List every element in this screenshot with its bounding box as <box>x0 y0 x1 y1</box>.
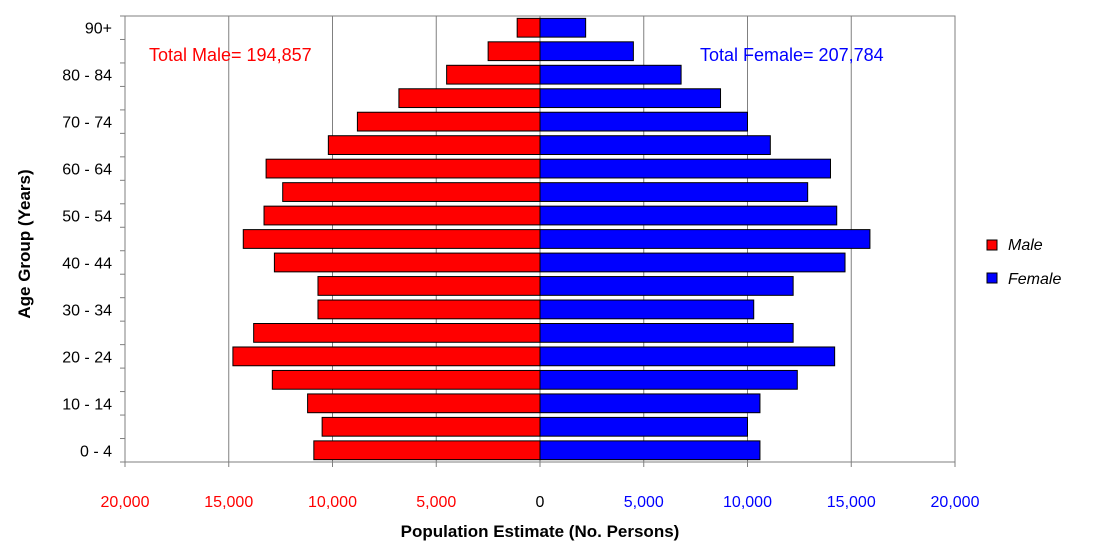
bar-male-15-19 <box>271 369 541 390</box>
bar-male-5-9 <box>321 416 541 437</box>
bar-female-25-29 <box>539 323 794 343</box>
bar-male-25-29 <box>253 323 541 343</box>
x-axis-ticks: 20,000 15,000 10,000 5,000 0 5,000 10,000 15,00… <box>101 462 980 511</box>
bar-female-65-69 <box>539 135 771 155</box>
legend-female-swatch <box>986 272 998 284</box>
bar-male-20-24 <box>232 346 541 367</box>
bar-female-45-49 <box>539 229 871 249</box>
bar-male-70-74 <box>356 111 541 132</box>
x-tick-label: 5,000 <box>416 494 456 511</box>
bar-male-85-89 <box>487 41 541 62</box>
legend: Male Female <box>980 226 1096 294</box>
y-tick-label: 30 - 34 <box>62 302 112 319</box>
legend-male-label: Male <box>1008 237 1043 254</box>
y-tick-label: 90+ <box>85 21 112 38</box>
bar-female-85-89 <box>539 41 634 62</box>
bar-male-80-84 <box>446 64 541 85</box>
y-tick-label: 0 - 4 <box>80 443 112 460</box>
x-tick-label: 5,000 <box>624 494 664 511</box>
x-tick-label: 20,000 <box>101 494 150 511</box>
x-tick-label: 0 <box>536 494 545 511</box>
y-axis-title: Age Group (Years) <box>15 169 34 318</box>
bar-male-75-79 <box>398 88 541 109</box>
bar-female-30-34 <box>539 299 755 320</box>
bar-female-15-19 <box>539 369 798 390</box>
female-total-annotation: Total Female= 207,784 <box>700 45 884 65</box>
x-tick-label: 15,000 <box>204 494 253 511</box>
y-tick-label: 10 - 14 <box>62 396 112 413</box>
x-tick-label: 10,000 <box>723 494 772 511</box>
bar-female-10-14 <box>539 393 761 414</box>
bar-male-90plus <box>516 17 541 38</box>
bar-male-0-4 <box>313 440 541 461</box>
male-total-annotation: Total Male= 194,857 <box>149 45 312 65</box>
x-tick-label: 20,000 <box>931 494 980 511</box>
bar-female-40-44 <box>539 252 846 273</box>
bar-male-55-59 <box>282 182 541 202</box>
y-tick-label: 60 - 64 <box>62 162 112 179</box>
bar-male-40-44 <box>273 252 541 273</box>
bars <box>232 17 871 461</box>
bar-male-30-34 <box>317 299 541 320</box>
bar-female-55-59 <box>539 182 809 202</box>
bar-female-0-4 <box>539 440 761 461</box>
bar-female-50-54 <box>539 205 838 226</box>
bar-female-75-79 <box>539 88 722 109</box>
bar-female-20-24 <box>539 346 836 367</box>
bar-female-60-64 <box>539 158 831 179</box>
bar-female-70-74 <box>539 111 748 132</box>
legend-female-label: Female <box>1008 271 1061 288</box>
bar-male-65-69 <box>327 135 541 155</box>
bar-male-10-14 <box>307 393 541 414</box>
bar-male-60-64 <box>265 158 541 179</box>
y-tick-label: 40 - 44 <box>62 255 112 272</box>
bar-female-90plus <box>539 17 587 38</box>
bar-male-50-54 <box>263 205 541 226</box>
y-axis-ticks: 0 - 4 10 - 14 20 - 24 30 - 34 40 - 44 50 - 54… <box>62 15 125 463</box>
bar-male-35-39 <box>317 276 541 296</box>
y-tick-label: 20 - 24 <box>62 349 112 366</box>
bar-male-45-49 <box>242 229 541 249</box>
bar-female-35-39 <box>539 276 794 296</box>
x-tick-label: 10,000 <box>308 494 357 511</box>
legend-male-swatch <box>986 239 998 251</box>
x-tick-label: 15,000 <box>827 494 876 511</box>
y-tick-label: 50 - 54 <box>62 209 112 226</box>
y-tick-label: 80 - 84 <box>62 68 112 85</box>
y-tick-label: 70 - 74 <box>62 115 112 132</box>
bar-female-80-84 <box>539 64 682 85</box>
bar-female-5-9 <box>539 416 748 437</box>
x-axis-title: Population Estimate (No. Persons) <box>401 522 680 541</box>
